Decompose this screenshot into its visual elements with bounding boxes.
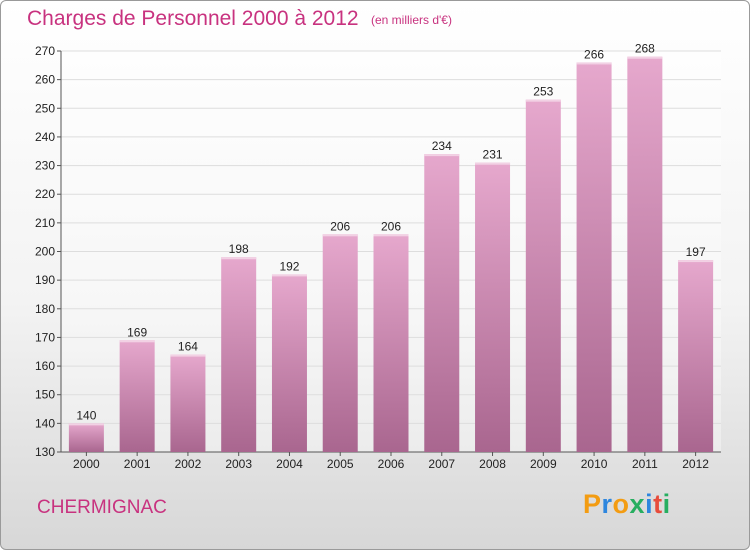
y-tick-label: 130 bbox=[35, 445, 55, 459]
data-label: 169 bbox=[127, 325, 147, 339]
x-tick-label: 2009 bbox=[530, 457, 557, 471]
bar bbox=[170, 354, 206, 452]
bar bbox=[221, 257, 257, 452]
bar-highlight bbox=[576, 62, 612, 65]
bar bbox=[119, 340, 155, 452]
data-label: 206 bbox=[330, 219, 350, 233]
y-tick-label: 200 bbox=[35, 245, 55, 259]
bar-highlight bbox=[678, 260, 714, 263]
bar bbox=[373, 234, 409, 452]
bar bbox=[627, 56, 663, 452]
place-name: CHERMIGNAC bbox=[37, 497, 167, 518]
y-tick-label: 190 bbox=[35, 273, 55, 287]
logo-letter: i bbox=[645, 489, 654, 519]
bar-highlight bbox=[119, 340, 155, 343]
x-tick-label: 2000 bbox=[73, 457, 100, 471]
logo-letter: r bbox=[601, 489, 613, 519]
x-tick-label: 2001 bbox=[124, 457, 151, 471]
chart-subtitle: (en milliers d'€) bbox=[371, 13, 452, 27]
data-label: 197 bbox=[686, 245, 706, 259]
y-tick-label: 240 bbox=[35, 130, 55, 144]
logo-letter: i bbox=[662, 489, 671, 519]
bar-highlight bbox=[68, 423, 104, 426]
data-label: 231 bbox=[483, 148, 503, 162]
bar bbox=[475, 162, 511, 452]
bar-highlight bbox=[322, 234, 358, 237]
y-tick-label: 170 bbox=[35, 330, 55, 344]
y-tick-label: 250 bbox=[35, 101, 55, 115]
bar bbox=[525, 99, 561, 452]
data-label: 198 bbox=[229, 242, 249, 256]
bar-highlight bbox=[525, 99, 561, 102]
x-tick-label: 2004 bbox=[276, 457, 303, 471]
x-tick-label: 2005 bbox=[327, 457, 354, 471]
x-tick-label: 2007 bbox=[428, 457, 455, 471]
y-tick-label: 180 bbox=[35, 302, 55, 316]
bar bbox=[576, 62, 612, 452]
x-tick-label: 2002 bbox=[175, 457, 202, 471]
bar-highlight bbox=[424, 154, 460, 157]
bar bbox=[424, 154, 460, 452]
chart-title: Charges de Personnel 2000 à 2012 bbox=[27, 7, 359, 30]
y-tick-label: 270 bbox=[35, 44, 55, 58]
logo-letter: t bbox=[653, 489, 663, 519]
x-tick-label: 2010 bbox=[581, 457, 608, 471]
proxiti-logo: Proxiti bbox=[583, 489, 671, 520]
bar-highlight bbox=[627, 56, 663, 59]
data-label: 266 bbox=[584, 47, 604, 61]
data-label: 140 bbox=[76, 408, 96, 422]
bar-highlight bbox=[475, 162, 511, 165]
bar-highlight bbox=[373, 234, 409, 237]
bar bbox=[271, 274, 307, 452]
data-label: 268 bbox=[635, 42, 655, 56]
x-tick-label: 2003 bbox=[225, 457, 252, 471]
logo-letter: x bbox=[629, 489, 646, 519]
y-tick-label: 220 bbox=[35, 187, 55, 201]
y-tick-label: 150 bbox=[35, 388, 55, 402]
data-label: 234 bbox=[432, 139, 452, 153]
logo-letter: P bbox=[583, 489, 602, 519]
data-label: 192 bbox=[279, 259, 299, 273]
x-tick-label: 2008 bbox=[479, 457, 506, 471]
y-tick-label: 210 bbox=[35, 216, 55, 230]
y-tick-label: 230 bbox=[35, 159, 55, 173]
x-tick-label: 2006 bbox=[378, 457, 405, 471]
y-tick-label: 140 bbox=[35, 416, 55, 430]
data-label: 253 bbox=[533, 85, 553, 99]
x-tick-label: 2012 bbox=[682, 457, 709, 471]
bar bbox=[68, 423, 104, 452]
data-label: 164 bbox=[178, 340, 198, 354]
bar-highlight bbox=[221, 257, 257, 260]
data-label: 206 bbox=[381, 219, 401, 233]
bar bbox=[678, 260, 714, 452]
y-tick-label: 260 bbox=[35, 73, 55, 87]
x-tick-label: 2011 bbox=[632, 457, 658, 471]
bar-highlight bbox=[271, 274, 307, 277]
y-tick-label: 160 bbox=[35, 359, 55, 373]
bar bbox=[322, 234, 358, 452]
bar-highlight bbox=[170, 354, 206, 357]
logo-letter: o bbox=[612, 489, 630, 519]
